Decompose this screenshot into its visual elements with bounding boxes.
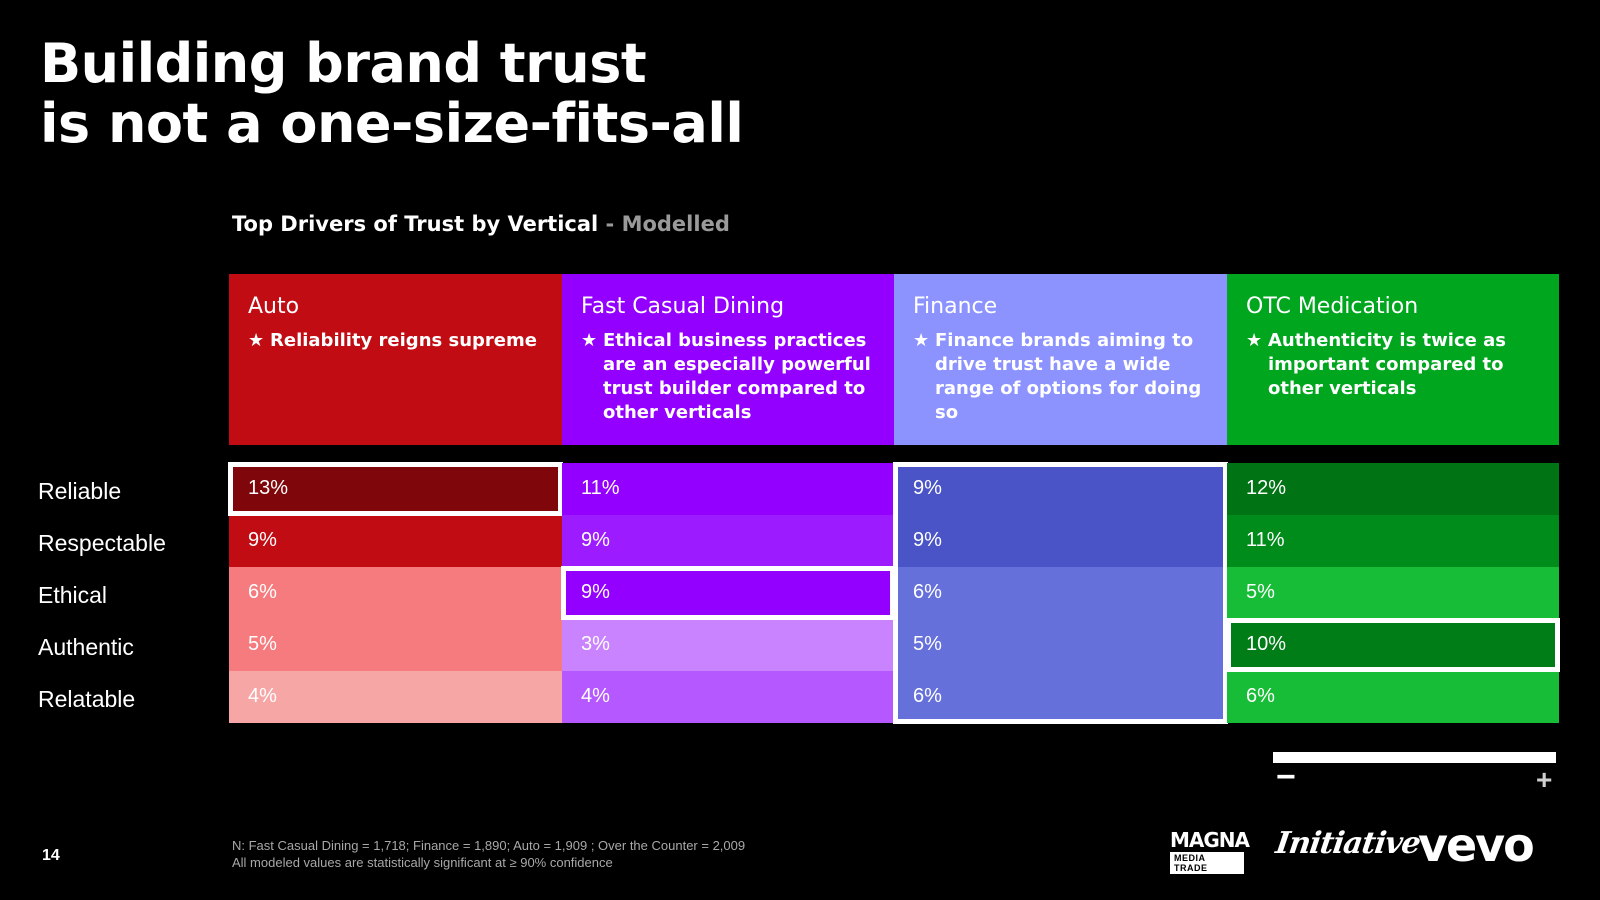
header-card-finance: Finance ★ Finance brands aiming to drive t… [894, 274, 1227, 445]
highlight-box-otc-medication [1226, 618, 1560, 672]
highlight-box-auto [228, 462, 563, 516]
cell-finance-respectable: 9% [894, 515, 1227, 567]
highlight-box-fast-casual-dining [561, 566, 895, 620]
row-label-respectable: Respectable [38, 530, 166, 556]
cell-auto-authentic: 5% [229, 619, 562, 671]
initiative-logo: Initiative [1273, 826, 1423, 861]
header-note-otc-medication: ★ Authenticity is twice as important comp… [1246, 329, 1541, 401]
header-note-fast-casual-dining: ★ Ethical business practices are an espec… [581, 329, 876, 425]
cell-fast-casual-dining-authentic: 3% [562, 619, 894, 671]
header-note-auto: ★ Reliability reigns supreme [248, 329, 544, 353]
cell-auto-ethical: 6% [229, 567, 562, 619]
cell-finance-authentic: 5% [894, 619, 1227, 671]
cell-otc-medication-respectable: 11% [1227, 515, 1559, 567]
star-icon: ★ [248, 330, 265, 351]
cell-otc-medication-relatable: 6% [1227, 671, 1559, 723]
chart-subtitle: Top Drivers of Trust by Vertical - Model… [232, 212, 730, 236]
scale-plus-label: + [1536, 764, 1553, 795]
header-card-auto: Auto ★ Reliability reigns supreme [229, 274, 562, 445]
magna-logo: MAGNA MEDIA TRADE [1170, 828, 1250, 874]
cell-finance-ethical: 6% [894, 567, 1227, 619]
star-icon: ★ [581, 330, 598, 351]
row-label-reliable: Reliable [38, 478, 122, 504]
header-note-text-auto: Reliability reigns supreme [270, 330, 537, 351]
highlight-box-finance [893, 462, 1228, 724]
cell-fast-casual-dining-relatable: 4% [562, 671, 894, 723]
star-icon: ★ [1246, 330, 1263, 351]
header-title-otc-medication: OTC Medication [1246, 294, 1419, 319]
page-title: Building brand trust is not a one-size-f… [40, 32, 744, 155]
footnote-significance: All modeled values are statistically sig… [232, 855, 613, 870]
cell-fast-casual-dining-respectable: 9% [562, 515, 894, 567]
cell-finance-reliable: 9% [894, 463, 1227, 515]
cell-auto-respectable: 9% [229, 515, 562, 567]
page-number: 14 [42, 847, 60, 864]
scale-bar [1273, 752, 1556, 763]
header-title-fast-casual-dining: Fast Casual Dining [581, 294, 785, 319]
header-note-text-finance: Finance brands aiming to drive trust hav… [935, 330, 1202, 423]
header-card-otc-medication: OTC Medication ★ Authenticity is twice as … [1227, 274, 1559, 445]
cell-otc-medication-ethical: 5% [1227, 567, 1559, 619]
footnote-sample-sizes: N: Fast Casual Dining = 1,718; Finance =… [232, 838, 746, 853]
magna-logo-top: MAGNA [1170, 828, 1250, 852]
header-title-auto: Auto [248, 294, 300, 319]
subtitle-modelled: Modelled [621, 212, 730, 236]
scale-minus-label: − [1276, 758, 1296, 796]
subtitle-separator: - [598, 212, 622, 236]
magna-logo-bottom: MEDIA TRADE [1170, 852, 1244, 874]
subtitle-main: Top Drivers of Trust by Vertical [232, 212, 599, 236]
star-icon: ★ [913, 330, 930, 351]
header-title-finance: Finance [913, 294, 998, 319]
cell-finance-relatable: 6% [894, 671, 1227, 723]
header-note-finance: ★ Finance brands aiming to drive trust ha… [913, 329, 1209, 425]
cell-auto-relatable: 4% [229, 671, 562, 723]
vevo-logo: vevo [1418, 818, 1535, 872]
row-label-relatable: Relatable [38, 686, 136, 712]
cell-fast-casual-dining-ethical: 9% [562, 567, 894, 619]
header-note-text-otc-medication: Authenticity is twice as important compa… [1268, 330, 1506, 399]
footnotes: N: Fast Casual Dining = 1,718; Finance =… [232, 837, 745, 871]
row-label-authentic: Authentic [38, 634, 134, 660]
cell-otc-medication-reliable: 12% [1227, 463, 1559, 515]
header-note-text-fast-casual-dining: Ethical business practices are an especi… [603, 330, 871, 423]
cell-fast-casual-dining-reliable: 11% [562, 463, 894, 515]
cell-auto-reliable: 13% [229, 463, 562, 515]
cell-otc-medication-authentic: 10% [1227, 619, 1559, 671]
title-line-1: Building brand trust [40, 32, 647, 95]
row-label-ethical: Ethical [38, 582, 108, 608]
header-card-fast-casual-dining: Fast Casual Dining ★ Ethical business prac… [562, 274, 894, 445]
title-line-2: is not a one-size-fits-all [40, 92, 744, 155]
